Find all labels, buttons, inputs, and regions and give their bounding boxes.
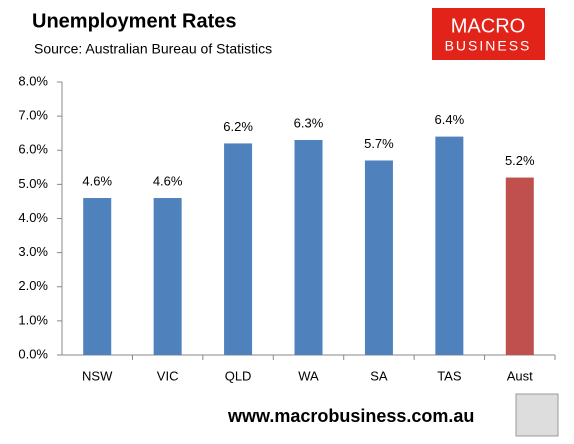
bar — [153, 198, 182, 355]
bar — [83, 198, 112, 355]
data-label: 5.2% — [505, 153, 535, 168]
wolf-icon — [515, 393, 559, 437]
website: www.macrobusiness.com.au — [227, 406, 474, 426]
y-tick-label: 2.0% — [18, 278, 48, 293]
logo-box — [432, 8, 545, 60]
y-tick-label: 0.0% — [18, 346, 48, 361]
chart-title: Unemployment Rates — [32, 10, 237, 32]
data-label: 6.4% — [435, 112, 465, 127]
y-tick-label: 6.0% — [18, 142, 48, 157]
y-tick-label: 1.0% — [18, 312, 48, 327]
data-label: 4.6% — [153, 173, 183, 188]
logo-line2: BUSINESS — [445, 38, 532, 54]
data-label: 4.6% — [82, 173, 112, 188]
bar — [435, 136, 464, 355]
bar — [505, 177, 534, 355]
data-label: 5.7% — [364, 136, 394, 151]
x-tick-label: TAS — [437, 368, 462, 383]
data-label: 6.3% — [294, 115, 324, 130]
y-tick-label: 7.0% — [18, 108, 48, 123]
y-tick-label: 4.0% — [18, 210, 48, 225]
x-tick-label: SA — [370, 368, 388, 383]
x-tick-label: Aust — [507, 368, 533, 383]
y-tick-label: 5.0% — [18, 176, 48, 191]
chart-subtitle: Source: Australian Bureau of Statistics — [34, 41, 272, 57]
x-tick-label: QLD — [225, 368, 252, 383]
x-tick-label: WA — [298, 368, 319, 383]
bar — [224, 143, 253, 355]
y-tick-label: 8.0% — [18, 73, 48, 88]
logo-line1: MACRO — [451, 15, 525, 37]
bar — [294, 140, 323, 355]
x-tick-label: VIC — [157, 368, 179, 383]
bar — [364, 160, 393, 355]
data-label: 6.2% — [223, 119, 253, 134]
x-tick-label: NSW — [82, 368, 113, 383]
y-tick-label: 3.0% — [18, 244, 48, 259]
